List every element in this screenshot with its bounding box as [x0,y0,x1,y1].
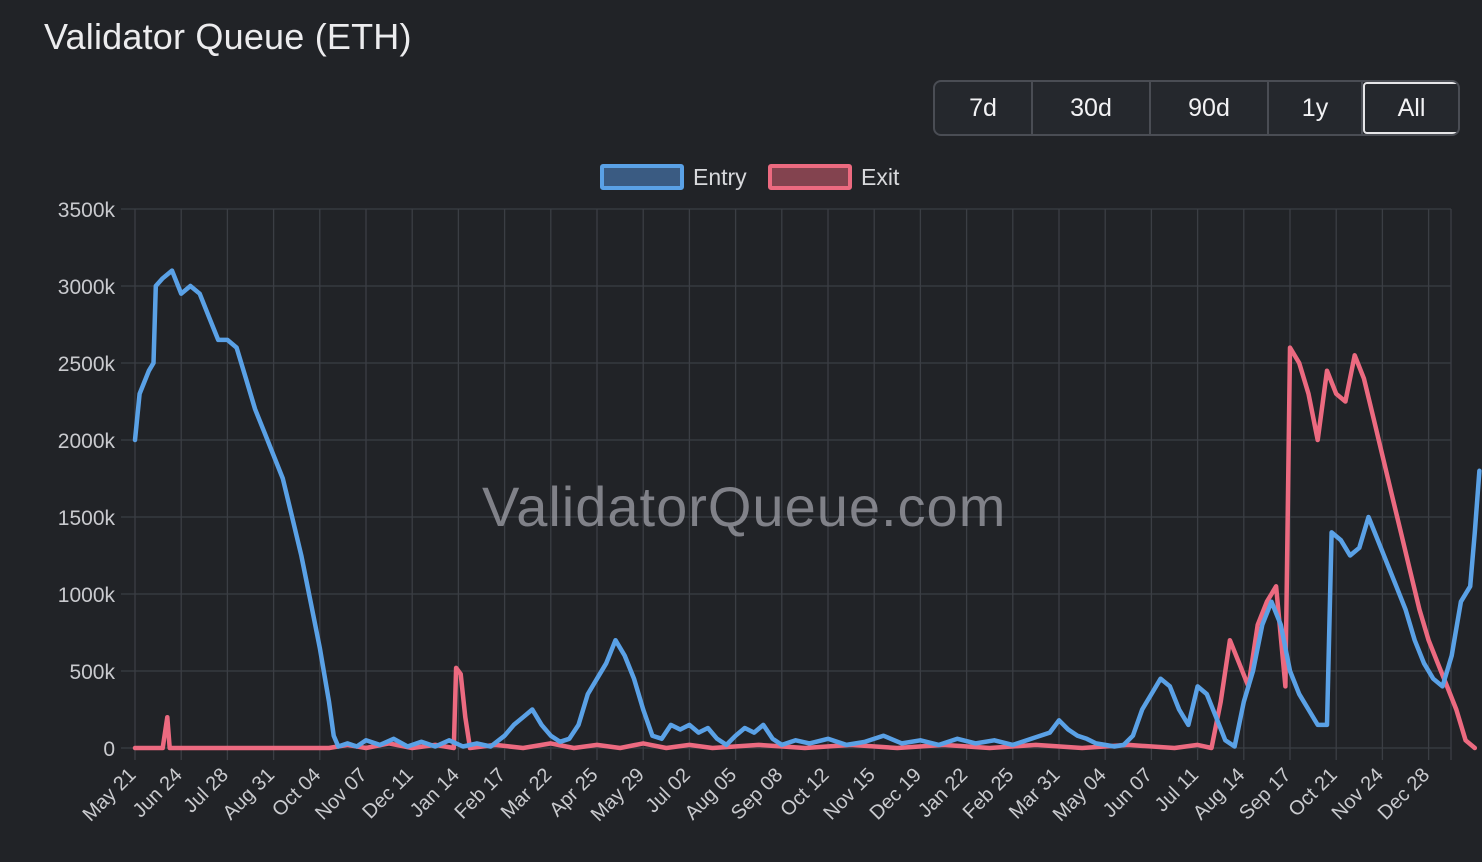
y-tick-label: 3500k [58,199,116,222]
x-tick-label: Dec 19 [866,764,926,824]
x-tick-label: Jun 24 [129,764,187,822]
range-all-button[interactable]: All [1363,82,1458,134]
legend-entry[interactable]: Entry [600,161,747,193]
range-1y-button[interactable]: 1y [1269,82,1363,134]
y-tick-label: 0 [103,738,115,761]
x-tick-label: Dec 11 [358,764,417,823]
series-line-entry [132,268,1482,749]
x-tick-label: Nov 07 [311,764,371,824]
y-tick-label: 500k [69,661,115,684]
y-tick-label: 1000k [58,584,116,607]
range-30d-button[interactable]: 30d [1033,82,1151,134]
legend-entry-label: Entry [693,163,747,190]
y-axis-ticks: 0 500k 1000k 1500k 2000k 2500k 3000k 3500k [58,199,116,761]
legend-entry-swatch [600,164,684,190]
range-7d-button[interactable]: 7d [935,82,1033,134]
y-tick-label: 3000k [58,276,116,299]
page-title: Validator Queue (ETH) [44,16,412,57]
x-tick-label: Dec 28 [1374,764,1434,824]
y-tick-label: 1500k [58,507,116,530]
series-line-exit [132,345,1478,751]
range-90d-button[interactable]: 90d [1151,82,1269,134]
legend-exit-label: Exit [861,163,900,190]
chart-legend: Entry Exit [0,161,1482,193]
x-tick-label: Sep 17 [1235,764,1295,824]
x-tick-label: Feb 17 [451,764,511,824]
y-tick-label: 2000k [58,430,116,453]
legend-exit[interactable]: Exit [768,161,899,193]
legend-exit-swatch [768,164,852,190]
x-tick-label: Sep 08 [727,764,787,824]
range-selector: 7d 30d 90d 1y All [933,80,1460,136]
chart-grid [121,208,1452,760]
x-tick-label: Jun 07 [1099,764,1157,822]
x-tick-label: Feb 25 [959,764,1019,824]
x-tick-label: May 21 [79,764,141,826]
chart-series [132,268,1482,751]
y-tick-label: 2500k [58,353,116,376]
x-tick-label: Mar 22 [497,764,557,824]
x-tick-label: Aug 31 [219,764,279,824]
